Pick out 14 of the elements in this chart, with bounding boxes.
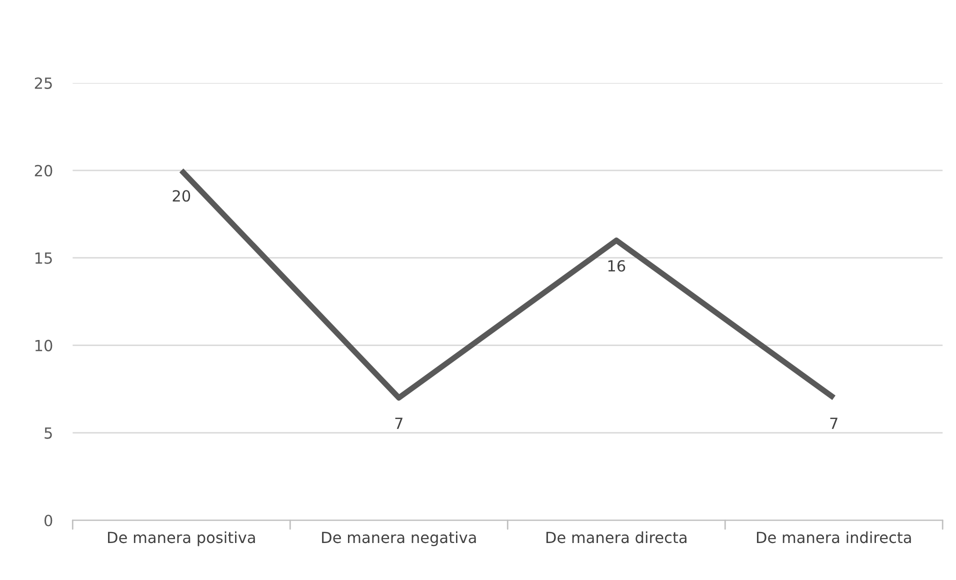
y-tick-label: 10: [35, 340, 52, 352]
x-tick-label: De manera indirecta: [756, 531, 911, 544]
y-tick-label: 25: [34, 77, 52, 89]
data-label: 7: [395, 418, 402, 429]
y-tick-label: 15: [35, 252, 52, 264]
y-tick-label: 20: [34, 164, 52, 176]
x-tick-label: De manera negativa: [322, 531, 476, 546]
y-tick-label: 5: [44, 427, 52, 439]
y-tick-label: 0: [44, 514, 52, 526]
x-tick-label: De manera positiva: [108, 531, 255, 546]
x-tick-label: De manera directa: [546, 531, 686, 544]
data-label: 16: [608, 260, 626, 272]
data-label: 20: [172, 190, 190, 202]
data-label: 7: [830, 418, 838, 429]
